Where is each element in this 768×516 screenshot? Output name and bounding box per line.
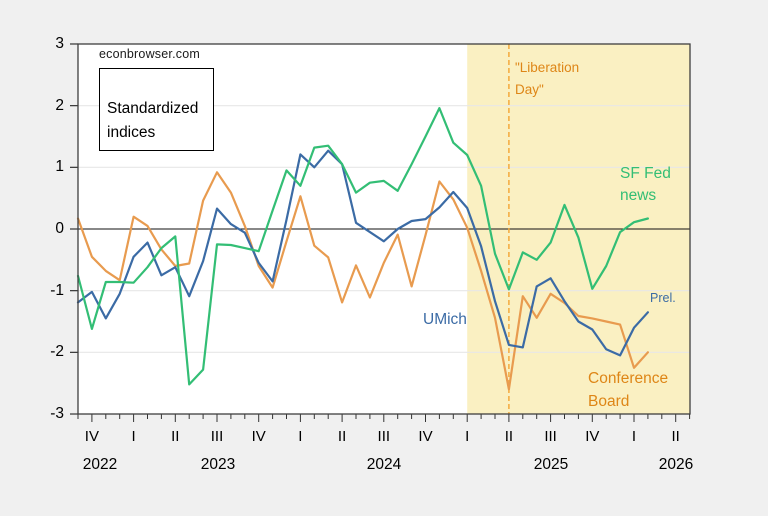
x-quarter-label: III <box>544 428 557 445</box>
x-quarter-label: I <box>131 428 136 445</box>
x-quarter-label: IV <box>585 428 600 445</box>
x-quarter-label: IV <box>251 428 266 445</box>
series-line-umich <box>76 149 650 357</box>
x-quarter-label: I <box>298 428 303 445</box>
series-label-prel: Prel. <box>650 291 676 305</box>
x-quarter-label: II <box>171 428 180 445</box>
series-label-conference-board: Conference Board <box>588 370 669 411</box>
y-tick-label: 2 <box>55 96 64 114</box>
watermark: econbrowser.com <box>99 47 200 61</box>
plot-frame <box>77 43 691 415</box>
series-label-umich: UMich <box>423 311 467 328</box>
x-year-label: 2024 <box>366 456 402 473</box>
x-quarter-label: III <box>377 428 391 445</box>
x-quarter-label: I <box>465 428 470 445</box>
x-quarter-label: IV <box>418 428 433 445</box>
legend-box: Standardized indices <box>99 68 214 151</box>
series-label-sf-fed: SF Fed news <box>620 165 671 205</box>
y-tick-label: -1 <box>50 281 64 299</box>
series-line-sf-fed-news <box>76 106 650 386</box>
x-year-label: 2022 <box>82 456 118 473</box>
y-tick-label: -3 <box>50 405 64 422</box>
x-quarter-label: II <box>337 428 347 445</box>
y-tick-label: -2 <box>50 343 64 361</box>
y-tick-label: 3 <box>55 34 64 52</box>
y-tick-label: 1 <box>55 158 64 176</box>
x-year-label: 2025 <box>533 456 569 473</box>
y-tick-label: 0 <box>55 220 64 237</box>
x-quarter-label: IV <box>84 428 99 445</box>
x-year-label: 2026 <box>658 456 694 473</box>
x-quarter-label: I <box>631 428 637 445</box>
x-quarter-label: II <box>504 428 514 445</box>
annotation-liberation-day: "Liberation Day" <box>515 60 580 98</box>
x-year-label: 2023 <box>200 456 236 473</box>
legend-box-text: Standardized indices <box>107 100 199 141</box>
x-quarter-label: II <box>671 428 680 445</box>
x-quarter-label: III <box>210 428 224 445</box>
series-line-conference-board <box>76 171 650 391</box>
